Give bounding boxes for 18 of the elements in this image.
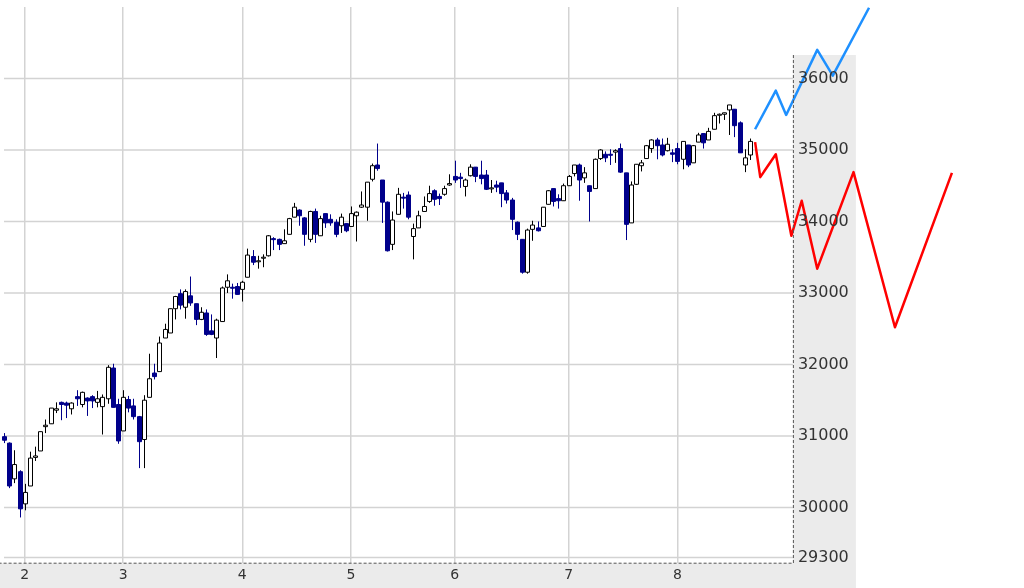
x-tick-label: 7: [564, 566, 574, 583]
candlestick: [178, 288, 183, 310]
candlestick: [147, 353, 152, 398]
x-tick-label: 5: [346, 566, 356, 583]
candlestick: [302, 216, 307, 247]
x-tick-label: 4: [237, 566, 247, 583]
y-tick-label: 31000: [797, 425, 849, 445]
y-tick-label: 29300: [797, 546, 849, 566]
y-tick-label: 35000: [797, 139, 849, 159]
y-tick-label: 30000: [797, 496, 849, 516]
x-tick-label: 6: [450, 566, 460, 583]
y-tick-label: 33000: [797, 282, 849, 302]
x-tick-label: 2: [20, 566, 30, 583]
candlestick: [587, 185, 592, 222]
candlestick: [183, 288, 188, 320]
y-tick-label: 32000: [797, 353, 849, 373]
x-tick-label: 3: [118, 566, 128, 583]
x-tick-label: 8: [672, 566, 682, 583]
